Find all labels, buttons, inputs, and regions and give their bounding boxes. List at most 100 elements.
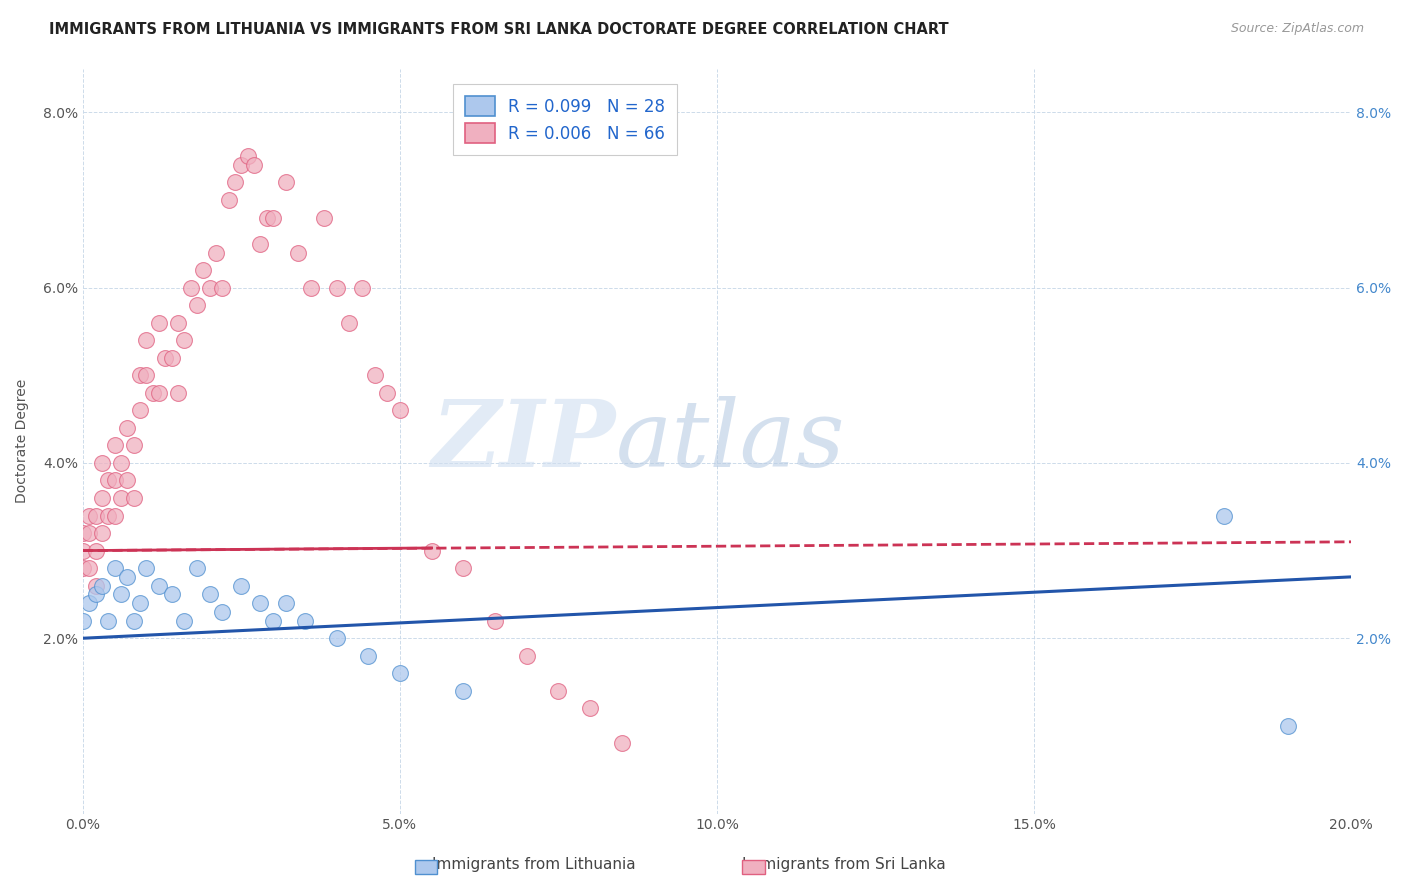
Point xyxy=(103,474,125,488)
Point xyxy=(72,614,94,628)
Point xyxy=(274,176,297,190)
Point xyxy=(122,614,145,628)
Point xyxy=(90,491,112,505)
Point xyxy=(97,508,120,523)
Point xyxy=(211,280,233,294)
Text: Immigrants from Lithuania: Immigrants from Lithuania xyxy=(433,857,636,872)
Point xyxy=(249,236,271,251)
Point xyxy=(1277,719,1299,733)
Text: Source: ZipAtlas.com: Source: ZipAtlas.com xyxy=(1230,22,1364,36)
Point xyxy=(97,474,120,488)
Point xyxy=(135,561,157,575)
Point xyxy=(90,456,112,470)
Point xyxy=(610,736,633,750)
Point xyxy=(160,351,183,365)
Text: atlas: atlas xyxy=(616,396,845,486)
Point xyxy=(122,491,145,505)
Point xyxy=(193,263,215,277)
Point xyxy=(135,333,157,347)
Point xyxy=(262,211,284,225)
Point xyxy=(375,385,398,400)
Point xyxy=(167,385,190,400)
Point xyxy=(249,596,271,610)
Point xyxy=(77,561,100,575)
Point xyxy=(547,683,569,698)
Point xyxy=(325,280,347,294)
Point xyxy=(103,438,125,452)
Point xyxy=(579,701,602,715)
Point xyxy=(218,193,240,207)
Point xyxy=(173,614,195,628)
Y-axis label: Doctorate Degree: Doctorate Degree xyxy=(15,379,30,503)
Point xyxy=(167,316,190,330)
Point xyxy=(135,368,157,383)
Point xyxy=(484,614,506,628)
Point xyxy=(142,385,165,400)
Point xyxy=(388,403,411,417)
Text: ZIP: ZIP xyxy=(432,396,616,486)
Point xyxy=(148,385,170,400)
Point xyxy=(110,491,132,505)
Point xyxy=(256,211,278,225)
Point xyxy=(205,245,228,260)
Point xyxy=(155,351,177,365)
Point xyxy=(363,368,385,383)
Point xyxy=(198,587,221,601)
Point xyxy=(117,421,139,435)
Point xyxy=(231,158,253,172)
Point xyxy=(103,508,125,523)
Point xyxy=(84,587,107,601)
Point xyxy=(388,666,411,681)
Point xyxy=(337,316,360,330)
Point xyxy=(103,561,125,575)
Point xyxy=(294,614,316,628)
Point xyxy=(72,526,94,541)
Point xyxy=(110,456,132,470)
Point xyxy=(97,614,120,628)
Point xyxy=(516,648,538,663)
Point xyxy=(325,632,347,646)
Point xyxy=(148,316,170,330)
Point xyxy=(90,579,112,593)
Point xyxy=(84,508,107,523)
Point xyxy=(236,149,259,163)
Point xyxy=(350,280,373,294)
Point xyxy=(420,543,443,558)
Point xyxy=(357,648,380,663)
Point xyxy=(1213,508,1236,523)
Point xyxy=(453,561,475,575)
Point xyxy=(262,614,284,628)
Point xyxy=(72,543,94,558)
Point xyxy=(84,579,107,593)
Point xyxy=(160,587,183,601)
Legend: R = 0.099   N = 28, R = 0.006   N = 66: R = 0.099 N = 28, R = 0.006 N = 66 xyxy=(453,85,676,155)
Point xyxy=(453,683,475,698)
Point xyxy=(243,158,266,172)
Point xyxy=(186,298,208,312)
Point xyxy=(117,474,139,488)
Point xyxy=(173,333,195,347)
Point xyxy=(198,280,221,294)
Point xyxy=(77,596,100,610)
Point xyxy=(129,596,152,610)
Point xyxy=(117,570,139,584)
Point xyxy=(299,280,322,294)
Point xyxy=(129,368,152,383)
Point xyxy=(77,508,100,523)
Point xyxy=(72,561,94,575)
Point xyxy=(312,211,335,225)
Point xyxy=(211,605,233,619)
Point xyxy=(77,526,100,541)
Point xyxy=(84,543,107,558)
Point xyxy=(231,579,253,593)
Point xyxy=(90,526,112,541)
Point xyxy=(129,403,152,417)
Point xyxy=(180,280,202,294)
Point xyxy=(186,561,208,575)
Point xyxy=(122,438,145,452)
Point xyxy=(110,587,132,601)
Point xyxy=(148,579,170,593)
Point xyxy=(224,176,246,190)
Text: Immigrants from Sri Lanka: Immigrants from Sri Lanka xyxy=(742,857,945,872)
Point xyxy=(274,596,297,610)
